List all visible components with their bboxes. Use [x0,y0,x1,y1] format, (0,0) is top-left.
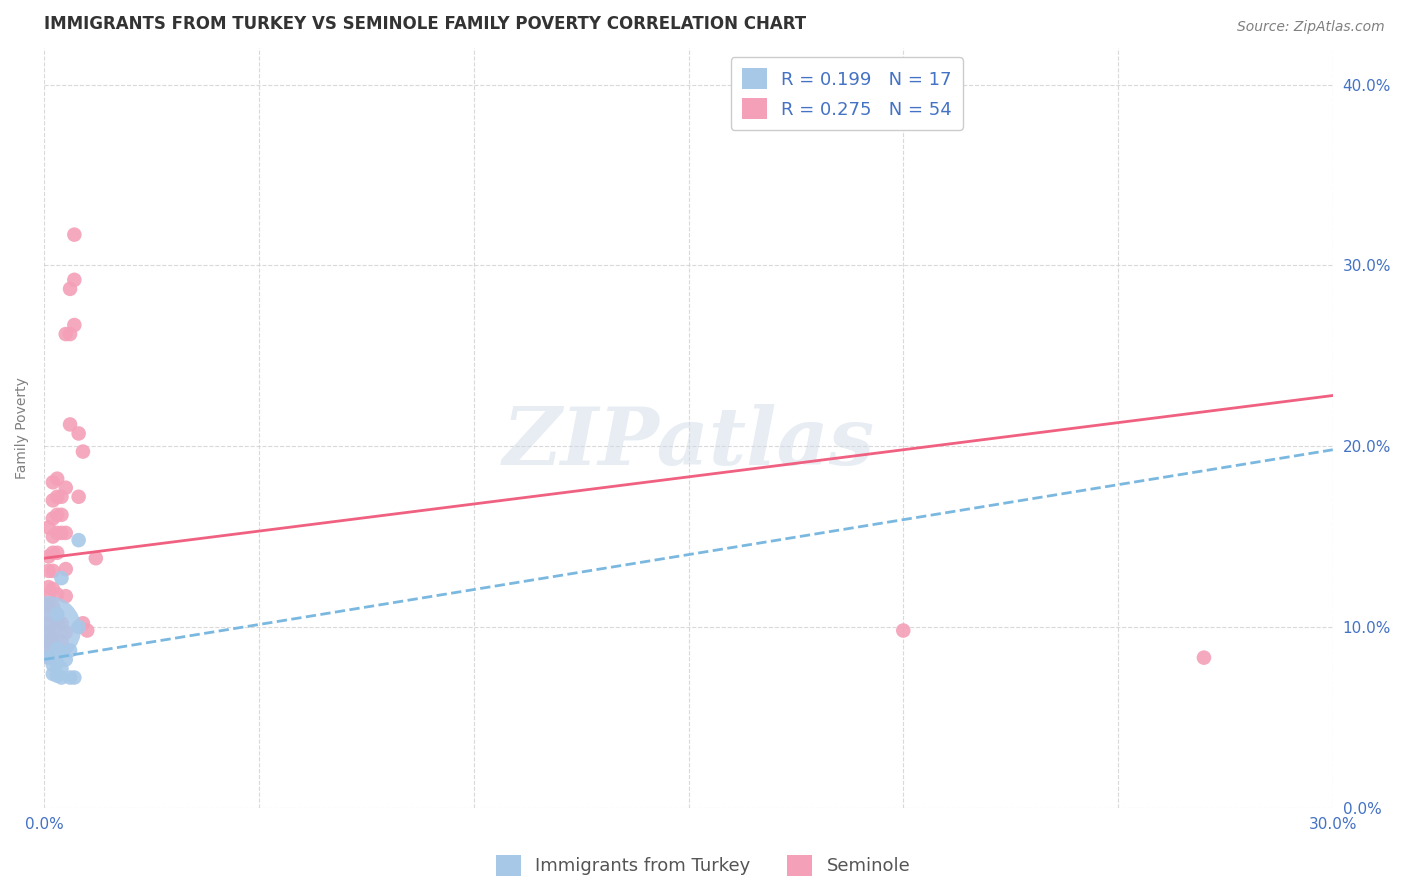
Point [42,511,65,525]
Point [63,671,86,685]
Point [38,634,60,648]
Point [59,643,82,657]
Point [51,525,73,540]
Point [51,671,73,685]
Point [63,273,86,287]
Point [72,444,94,458]
Point [51,571,73,585]
Point [72,616,94,631]
Point [67,620,90,634]
Point [55,481,77,495]
Point [42,475,65,490]
Point [42,632,65,647]
Point [46,472,69,486]
Point [46,587,69,601]
Point [42,600,65,615]
Point [55,525,77,540]
Point [63,227,86,242]
Point [42,564,65,578]
Point [46,546,69,560]
Point [59,417,82,432]
Point [42,582,65,596]
Point [42,657,65,672]
Text: Source: ZipAtlas.com: Source: ZipAtlas.com [1237,20,1385,34]
Point [55,327,77,342]
Point [42,493,65,508]
Point [38,650,60,665]
Text: IMMIGRANTS FROM TURKEY VS SEMINOLE FAMILY POVERTY CORRELATION CHART: IMMIGRANTS FROM TURKEY VS SEMINOLE FAMIL… [44,15,807,33]
Point [67,490,90,504]
Point [84,551,107,566]
Point [46,669,69,683]
Point [59,282,82,296]
Text: ZIPatlas: ZIPatlas [502,404,875,482]
Point [55,652,77,666]
Point [46,607,69,622]
Point [55,589,77,603]
Point [67,426,90,441]
Legend: R = 0.199   N = 17, R = 0.275   N = 54: R = 0.199 N = 17, R = 0.275 N = 54 [731,57,963,130]
Point [42,546,65,560]
Point [46,615,69,629]
Point [59,327,82,342]
Point [38,549,60,564]
Point [42,667,65,681]
Y-axis label: Family Poverty: Family Poverty [15,377,30,479]
Point [51,508,73,522]
Point [38,520,60,534]
Point [38,564,60,578]
Point [46,490,69,504]
Point [38,580,60,594]
Point [51,490,73,504]
Point [42,529,65,543]
Point [42,624,65,638]
Point [46,508,69,522]
Point [38,589,60,603]
Point [51,661,73,675]
Point [46,525,69,540]
Point [38,598,60,612]
Point [67,533,90,548]
Point [1192,650,1215,665]
Point [51,616,73,631]
Point [38,622,60,636]
Point [46,656,69,670]
Point [38,607,60,622]
Point [38,616,60,631]
Point [55,625,77,640]
Point [38,625,60,640]
Point [59,671,82,685]
Point [46,641,69,656]
Point [891,624,914,638]
Legend: Immigrants from Turkey, Seminole: Immigrants from Turkey, Seminole [488,847,918,883]
Point [38,650,60,665]
Point [38,641,60,656]
Point [63,318,86,332]
Point [55,562,77,576]
Point [51,634,73,648]
Point [76,624,98,638]
